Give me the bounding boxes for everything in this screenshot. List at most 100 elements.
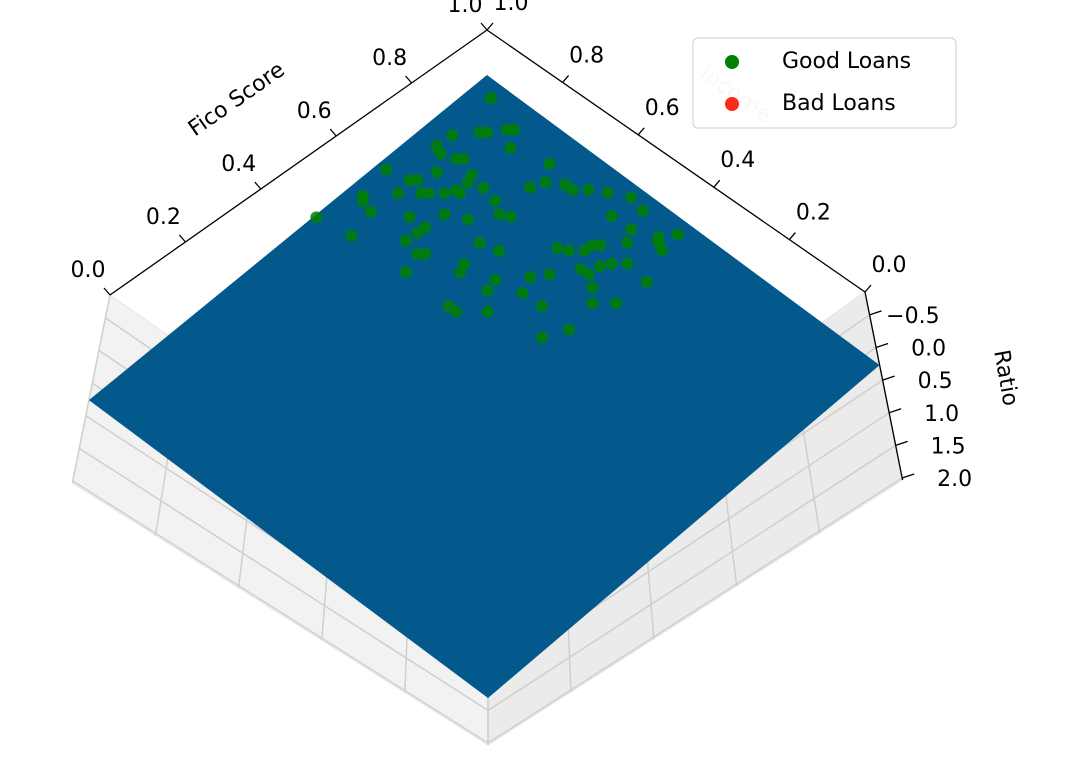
point xyxy=(380,163,393,176)
z-tick-label: −0.5 xyxy=(886,304,939,329)
x-axis-line xyxy=(109,29,488,296)
legend-label: Bad Loans xyxy=(782,91,896,116)
z-tick xyxy=(869,310,882,316)
x-tick xyxy=(103,287,111,296)
point xyxy=(582,268,595,281)
y-tick xyxy=(637,127,645,136)
point xyxy=(481,305,494,318)
y-tick-label: 0.4 xyxy=(720,148,755,173)
point xyxy=(586,297,599,310)
point xyxy=(578,244,591,257)
point xyxy=(356,195,369,208)
grid-line xyxy=(487,444,897,712)
x-tick-label: 0.6 xyxy=(297,99,332,124)
point xyxy=(489,194,502,207)
point xyxy=(345,229,358,242)
x-tick xyxy=(480,22,488,31)
point xyxy=(481,284,494,297)
z-axis-line xyxy=(864,291,904,481)
point xyxy=(539,176,552,189)
point xyxy=(605,210,618,223)
point xyxy=(524,271,537,284)
z-tick xyxy=(888,408,902,414)
y-tick xyxy=(788,232,796,241)
marks xyxy=(88,75,880,698)
x-tick xyxy=(178,234,186,243)
point xyxy=(399,234,412,247)
z-tick-label: 0.5 xyxy=(918,369,953,394)
point xyxy=(364,205,377,218)
z-tick-label: 1.0 xyxy=(924,402,959,427)
point xyxy=(461,213,474,226)
point xyxy=(582,183,595,196)
point xyxy=(625,223,638,236)
point xyxy=(422,187,435,200)
point xyxy=(551,242,564,255)
x-tick-label: 1.0 xyxy=(448,0,483,18)
grid-line xyxy=(487,477,903,744)
x-tick-label: 0.2 xyxy=(146,205,181,230)
y-axis-line xyxy=(486,29,866,293)
point xyxy=(454,266,467,279)
point xyxy=(609,297,622,310)
legend: Good Loans Bad Loans xyxy=(692,37,957,129)
x-tick-label: 0.8 xyxy=(372,46,407,71)
y-tick xyxy=(486,22,494,31)
point xyxy=(562,244,575,257)
point xyxy=(438,187,451,200)
point xyxy=(508,123,521,136)
point xyxy=(586,281,599,294)
point xyxy=(671,228,684,241)
point xyxy=(411,226,424,239)
point xyxy=(516,286,529,299)
point xyxy=(493,244,506,257)
point xyxy=(434,147,447,160)
point xyxy=(454,187,467,200)
point xyxy=(419,247,432,260)
point xyxy=(543,157,556,170)
point xyxy=(473,237,486,250)
legend-marker xyxy=(725,55,739,69)
point xyxy=(652,236,665,249)
y-tick xyxy=(713,179,721,188)
point xyxy=(535,300,548,313)
y-tick xyxy=(864,284,872,293)
z-tick xyxy=(901,473,915,479)
point xyxy=(566,183,579,196)
x-tick-label: 0.0 xyxy=(71,258,106,283)
y-tick-label: 0.0 xyxy=(872,253,907,278)
point xyxy=(450,305,463,318)
point xyxy=(477,181,490,194)
point xyxy=(625,191,638,204)
point xyxy=(636,204,649,217)
x-tick xyxy=(329,128,337,137)
z-tick-label: 0.0 xyxy=(911,336,946,361)
point xyxy=(430,166,443,179)
legend-label: Good Loans xyxy=(782,49,911,74)
point xyxy=(621,236,634,249)
z-axis-label: Ratio xyxy=(988,348,1022,408)
y-tick xyxy=(562,74,570,83)
grid-line xyxy=(78,447,489,712)
point xyxy=(504,210,517,223)
x-tick xyxy=(254,181,262,190)
point xyxy=(461,176,474,189)
y-tick-label: 1.0 xyxy=(494,0,529,16)
x-tick-label: 0.4 xyxy=(221,152,256,177)
y-tick-label: 0.6 xyxy=(645,96,680,121)
point xyxy=(446,129,459,142)
z-tick xyxy=(882,375,895,381)
point xyxy=(481,126,494,139)
z-tick-label: 2.0 xyxy=(937,467,972,492)
point xyxy=(399,266,412,279)
point xyxy=(640,275,653,288)
point xyxy=(535,331,548,344)
point xyxy=(605,257,618,270)
point xyxy=(524,181,537,194)
x-axis-label: Fico Score xyxy=(184,57,290,141)
point xyxy=(504,142,517,155)
point xyxy=(484,92,497,105)
point xyxy=(492,207,505,220)
point xyxy=(310,211,323,224)
